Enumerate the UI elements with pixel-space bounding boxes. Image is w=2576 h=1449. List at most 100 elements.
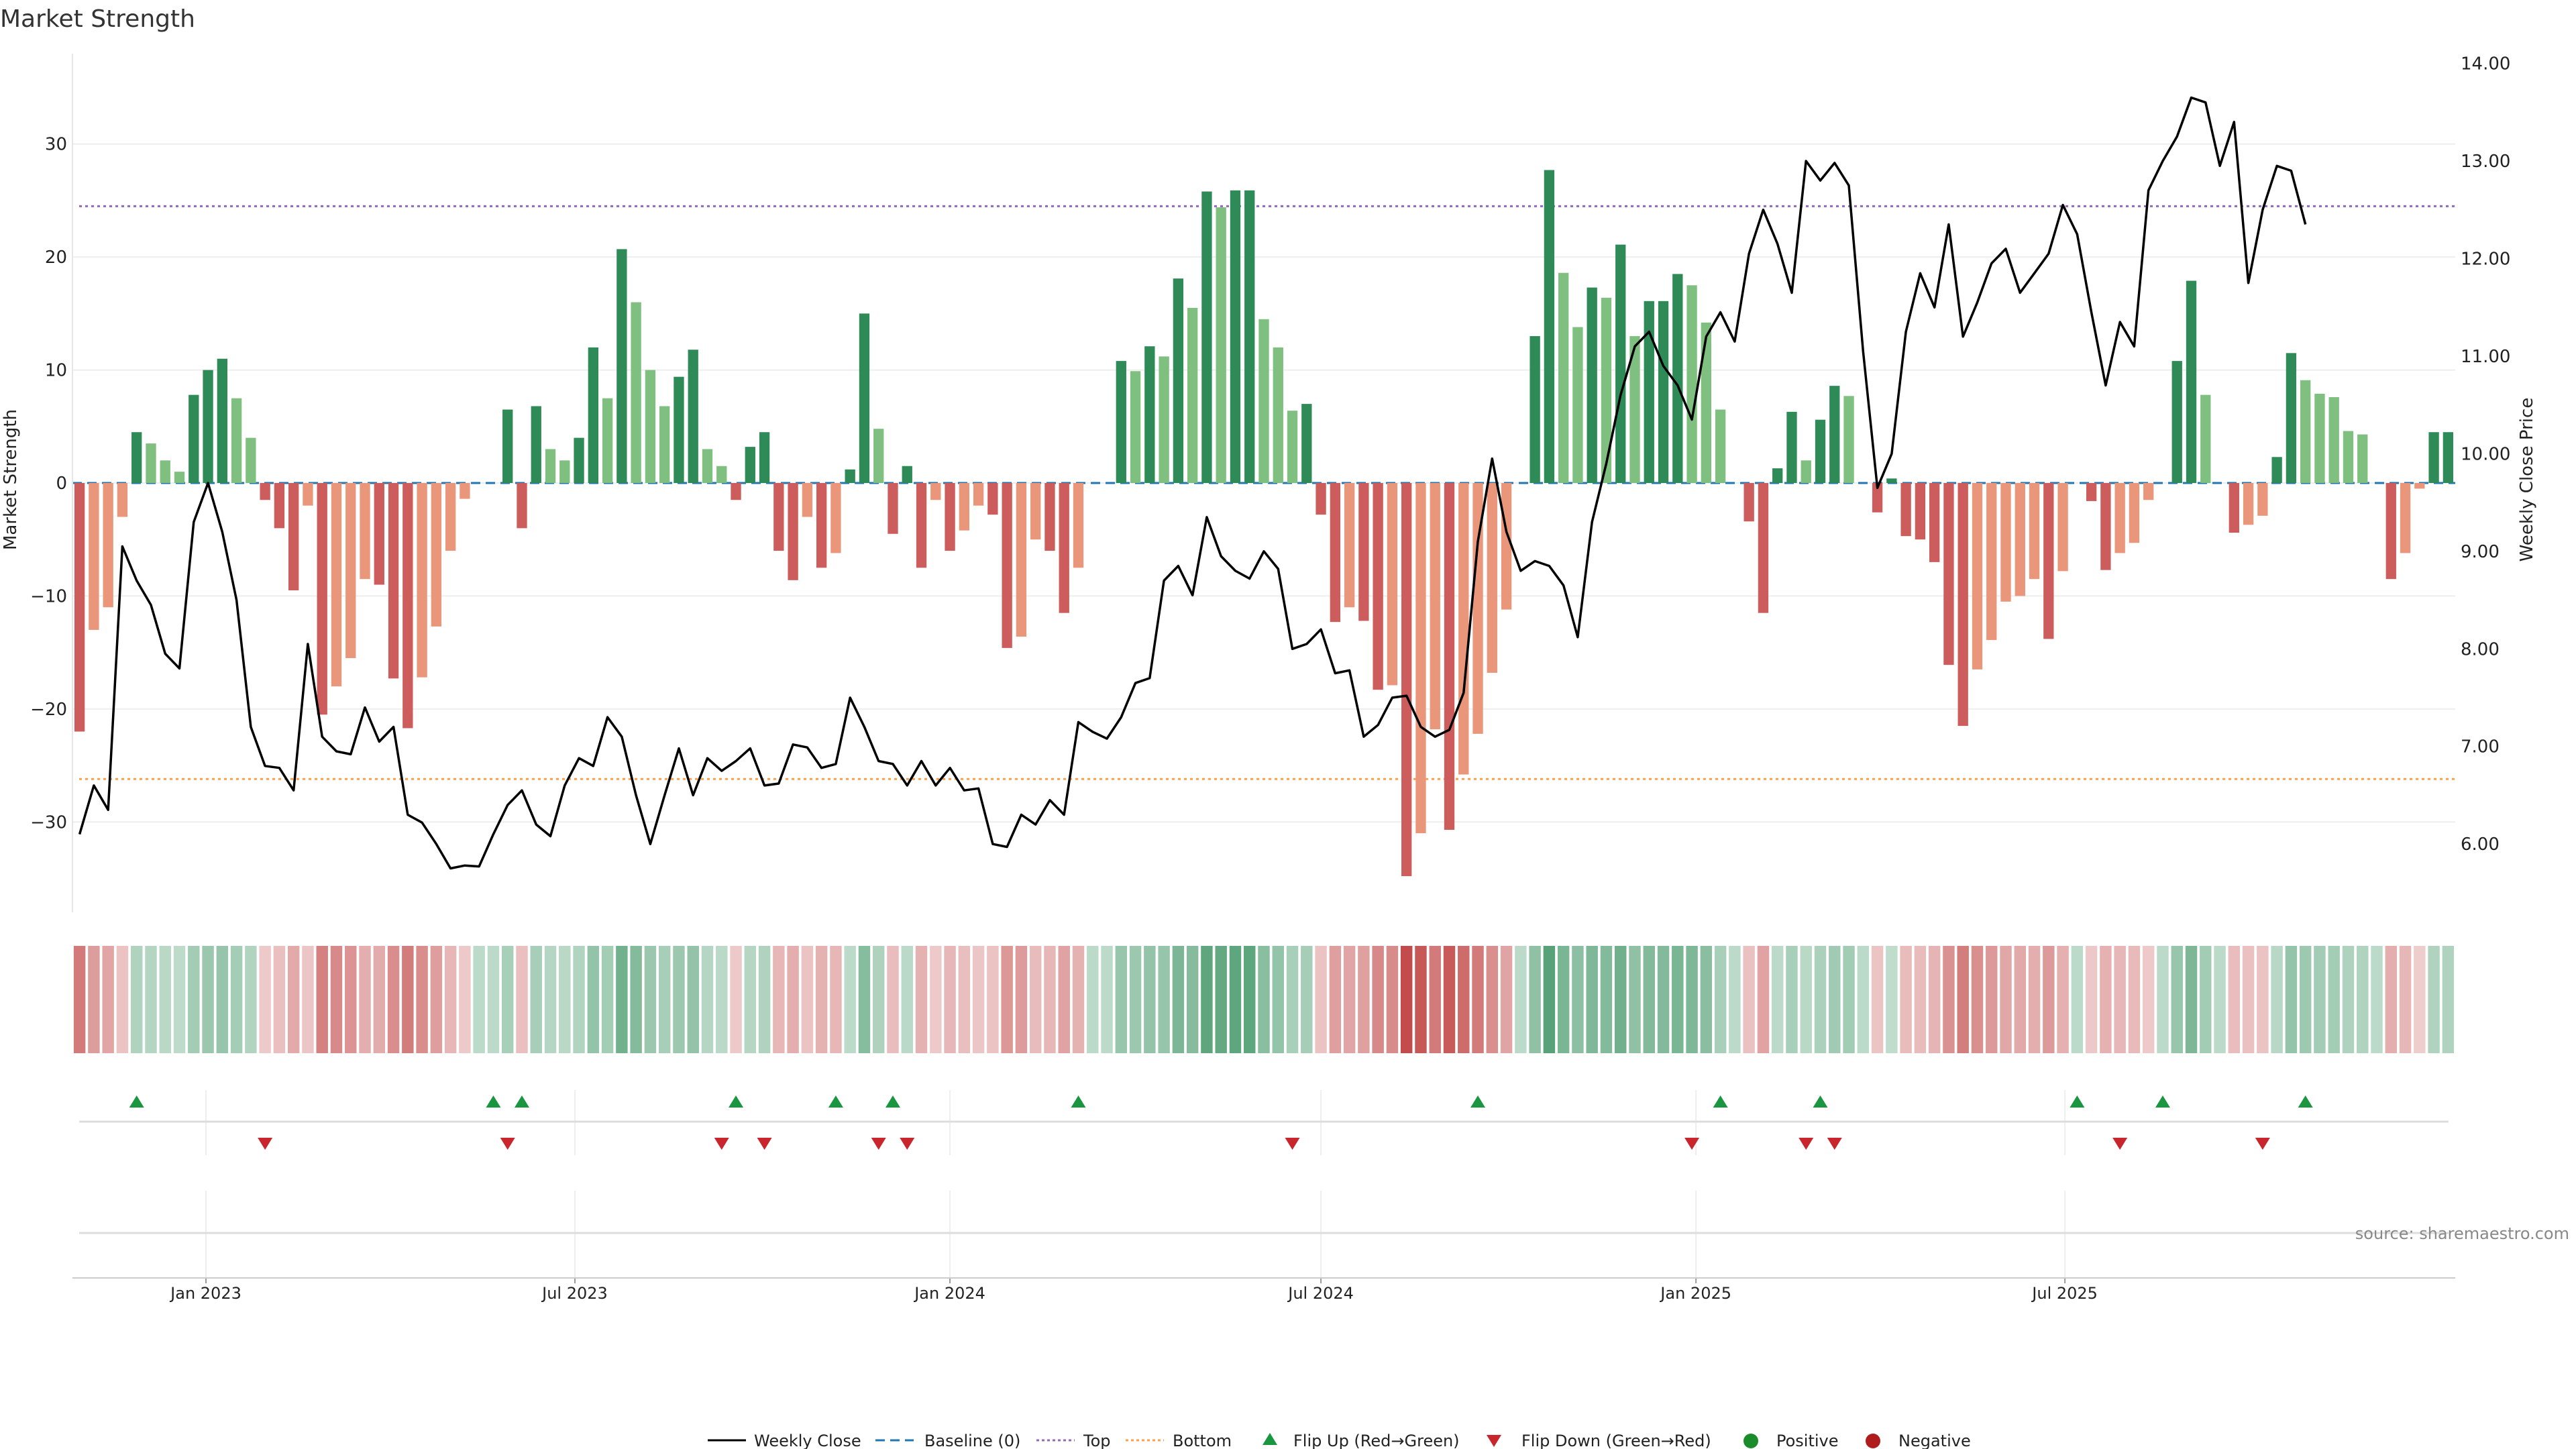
strength-bar [374, 483, 384, 585]
strength-bar [1986, 483, 1997, 641]
heat-cell [2442, 946, 2455, 1053]
heat-cell [188, 946, 200, 1053]
heat-cell [1515, 946, 1527, 1053]
strength-bar [1743, 483, 1754, 522]
strength-bar [1715, 409, 1726, 483]
heat-cell [387, 946, 400, 1053]
heat-cell [2299, 946, 2312, 1053]
flip-up-marker [1713, 1095, 1728, 1108]
heat-cell [858, 946, 871, 1053]
strength-bar [417, 483, 427, 678]
strength-bar [2286, 353, 2297, 483]
heat-cell [687, 946, 699, 1053]
heat-cell [987, 946, 999, 1053]
strength-bar [345, 483, 356, 659]
strength-bar [1544, 170, 1555, 483]
heat-cell [1586, 946, 1598, 1053]
legend-item-top: Top [1036, 1432, 1111, 1449]
heat-cell [1358, 946, 1370, 1053]
strength-bar [1672, 274, 1683, 483]
heat-cell [1201, 946, 1213, 1053]
strength-bar [1173, 278, 1184, 483]
heat-cell [416, 946, 428, 1053]
heat-cell [430, 946, 443, 1053]
strength-bar [1316, 483, 1326, 515]
strength-bar [1116, 361, 1126, 483]
strength-bar [1801, 460, 1811, 483]
heat-cell [844, 946, 856, 1053]
flip-down-marker [1799, 1138, 1814, 1150]
heat-cell [1415, 946, 1427, 1053]
strength-bar [945, 483, 955, 551]
heat-cell [744, 946, 757, 1053]
strength-bar [659, 406, 670, 483]
heat-cell [2271, 946, 2283, 1053]
strength-bar [1387, 483, 1398, 686]
strength-bar [2000, 483, 2011, 602]
strength-bar [2300, 380, 2311, 483]
legend-label-baseline: Baseline (0) [924, 1432, 1020, 1449]
chart-title: Market Strength [0, 5, 195, 33]
strength-bar [1943, 483, 1954, 665]
strength-bar [2100, 483, 2111, 570]
heat-cell [459, 946, 471, 1053]
strength-bar [160, 460, 170, 483]
heat-cell [1315, 946, 1327, 1053]
strength-bar [431, 483, 442, 627]
heat-cell [2385, 946, 2398, 1053]
flip-up-marker [1071, 1095, 1086, 1108]
flip-down-marker [1285, 1138, 1300, 1150]
x-tick-label: Jan 2024 [913, 1284, 985, 1303]
strength-bar [2428, 432, 2439, 483]
strength-bar [1430, 483, 1440, 730]
heat-cell [2342, 946, 2355, 1053]
heat-cell [1329, 946, 1342, 1053]
heat-cell [1643, 946, 1655, 1053]
strength-bar [2357, 434, 2368, 483]
flip-down-marker [757, 1138, 772, 1150]
strength-bar [1244, 190, 1255, 483]
strength-bar [2143, 483, 2154, 500]
strength-bar [1030, 483, 1041, 540]
heat-cell [1757, 946, 1770, 1053]
strength-bar [1016, 483, 1027, 637]
heat-cell [644, 946, 657, 1053]
strength-bar [2029, 483, 2040, 580]
heat-cell [1129, 946, 1142, 1053]
strength-bar [773, 483, 784, 551]
y-tick-label: 0 [56, 474, 67, 494]
strength-bar [802, 483, 813, 517]
strength-bar [916, 483, 927, 568]
strength-bar [1843, 396, 1854, 483]
heat-cell [402, 946, 414, 1053]
heat-cell [302, 946, 314, 1053]
heat-cell [1857, 946, 1870, 1053]
strength-bar [2086, 483, 2097, 501]
strength-bar [1758, 483, 1769, 613]
strength-bar [645, 370, 656, 483]
legend-item-negative: Negative [1866, 1432, 1971, 1449]
strength-bars [74, 170, 2454, 877]
flip-up-marker [486, 1095, 501, 1108]
heat-cell [1029, 946, 1042, 1053]
strength-bar [1601, 297, 1612, 483]
strength-bar [1216, 207, 1226, 483]
heat-cell [587, 946, 600, 1053]
heat-cell [559, 946, 571, 1053]
strength-bar [1501, 483, 1512, 610]
legend-label-flip-down: Flip Down (Green→Red) [1521, 1432, 1711, 1449]
x-tick-label: Jan 2023 [169, 1284, 241, 1303]
heat-cell [359, 946, 371, 1053]
heat-cell [345, 946, 357, 1053]
strength-bar [1615, 244, 1626, 483]
y-axis-label: Market Strength [1, 409, 21, 550]
heat-cell [1615, 946, 1627, 1053]
heat-cell [944, 946, 956, 1053]
heat-cell [1928, 946, 1941, 1053]
price-line [78, 96, 2307, 870]
strength-bar [1772, 468, 1783, 483]
heat-cell [716, 946, 728, 1053]
strength-bar [1957, 483, 1968, 727]
heat-cell [145, 946, 157, 1053]
heat-cell [1144, 946, 1156, 1053]
